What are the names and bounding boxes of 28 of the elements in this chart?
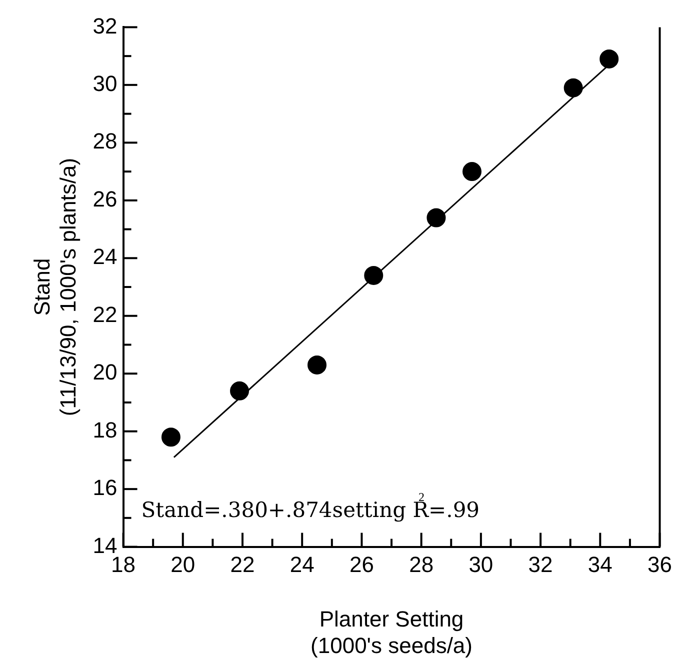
y-tick-label: 32 [92,13,118,38]
x-tick-label: 32 [528,552,553,578]
y-tick-label: 20 [92,360,118,385]
x-tick-label: 34 [588,552,612,578]
x-tick-label: 26 [349,552,374,578]
x-axis-title: Planter Setting (1000's seeds/a) [310,606,472,658]
y-tick-label: 16 [92,475,118,500]
y-tick-label: 22 [92,302,118,327]
y-tick-label: 28 [92,128,118,154]
point [600,49,619,68]
y-tick-label: 26 [92,186,118,212]
y-tick-label: 18 [92,417,118,442]
x-tick-label: 20 [170,552,196,578]
x-tick-label: 22 [230,552,255,578]
y-tick-label: 30 [92,70,118,96]
point [364,266,384,285]
x-tick-label: 36 [648,552,672,578]
x-tick-label: 30 [468,552,494,578]
y-tick-label: 24 [92,244,118,270]
x-tick-label: 28 [409,552,434,578]
point [161,428,180,447]
y-axis-title: Stand (11/13/90, 1000's plants/a) [29,158,81,416]
point [462,162,482,182]
point [308,355,327,374]
point [426,208,446,228]
point [230,381,250,400]
point [564,78,583,98]
x-tick-label: 24 [290,552,314,578]
